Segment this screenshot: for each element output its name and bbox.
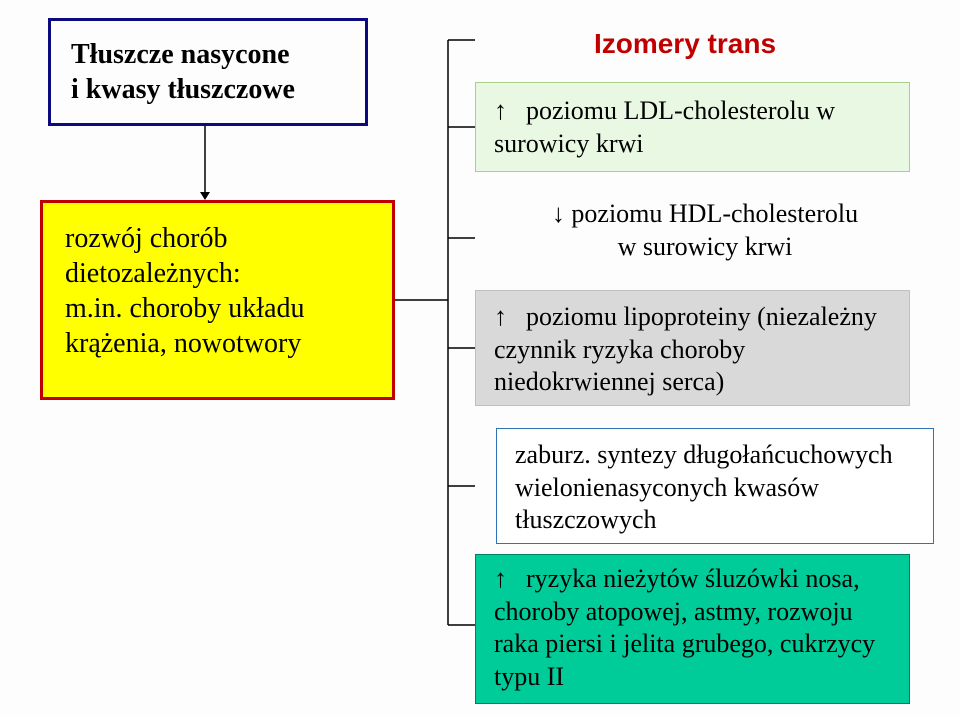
box-lipoprotein-text: niedokrwiennej serca) — [494, 366, 891, 399]
box-synthesis-text: zaburz. syntezy długołańcuchowych — [515, 439, 915, 472]
arrow-icon: ↑ — [494, 563, 520, 596]
arrow-icon: ↑ — [494, 301, 520, 334]
box-risk-text: ryzyka nieżytów śluzówki nosa, — [526, 563, 860, 596]
box-synthesis-text: wielonienasyconych kwasów — [515, 472, 915, 505]
arrow-icon: ↓ — [552, 199, 565, 228]
box-lipoprotein-text: czynnik ryzyka choroby — [494, 334, 891, 367]
box-diet-diseases-text: dietozależnych: — [65, 256, 370, 291]
box-diet-diseases-text: rozwój chorób — [65, 221, 370, 256]
box-risk-text: typu II — [494, 661, 891, 694]
box-diet-diseases: rozwój choróbdietozależnych:m.in. chorob… — [40, 200, 395, 400]
box-ldl-text: poziomu LDL-cholesterolu w — [526, 95, 835, 128]
box-saturated-fats-text: Tłuszcze nasycone — [71, 37, 345, 72]
box-diet-diseases-text: krążenia, nowotwory — [65, 326, 370, 361]
arrow-icon: ↑ — [494, 95, 520, 128]
box-synthesis-text: tłuszczowych — [515, 504, 915, 537]
box-trans-header: Izomery trans — [555, 18, 815, 68]
box-risk-text: raka piersi i jelita grubego, cukrzycy — [494, 628, 891, 661]
box-saturated-fats: Tłuszcze nasyconei kwasy tłuszczowe — [48, 18, 368, 126]
box-saturated-fats-text: i kwasy tłuszczowe — [71, 72, 345, 107]
diagram-canvas: Tłuszcze nasyconei kwasy tłuszczowe rozwó… — [0, 0, 960, 717]
box-hdl-text: w surowicy krwi — [515, 231, 895, 264]
box-synthesis: zaburz. syntezy długołańcuchowychwieloni… — [496, 428, 934, 544]
box-hdl-text: ↓ poziomu HDL-cholesterolu — [515, 198, 895, 231]
box-diet-diseases-text: m.in. choroby układu — [65, 291, 370, 326]
box-ldl-text: surowicy krwi — [494, 128, 891, 161]
box-lipoprotein-text: poziomu lipoproteiny (niezależny — [526, 301, 877, 334]
box-risk: ↑ryzyka nieżytów śluzówki nosa,choroby a… — [475, 554, 910, 704]
box-trans-header-text: Izomery trans — [559, 26, 811, 61]
box-risk-text: choroby atopowej, astmy, rozwoju — [494, 596, 891, 629]
box-ldl: ↑poziomu LDL-cholesterolu wsurowicy krwi — [475, 82, 910, 172]
box-lipoprotein: ↑poziomu lipoproteiny (niezależnyczynnik… — [475, 290, 910, 406]
box-hdl: ↓ poziomu HDL-cholesteroluw surowicy krw… — [505, 190, 905, 280]
